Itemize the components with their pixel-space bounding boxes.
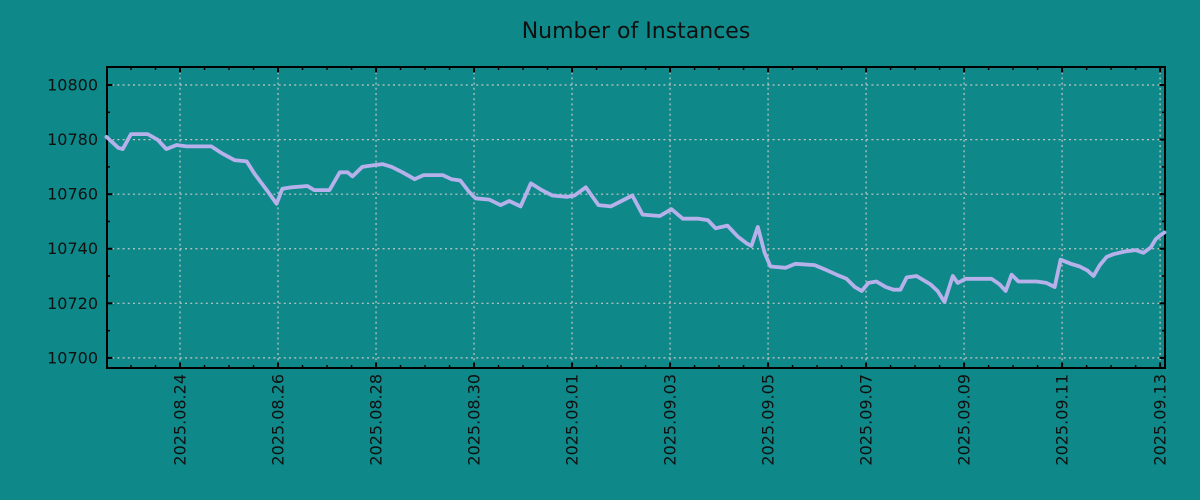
x-tick-label: 2025.09.05: [759, 374, 778, 466]
y-tick-label: 10720: [47, 294, 98, 313]
x-tick-label: 2025.09.11: [1053, 374, 1072, 466]
x-tick-label: 2025.09.03: [661, 374, 680, 466]
y-tick-label: 10740: [47, 239, 98, 258]
x-tick-label: 2025.09.07: [857, 374, 876, 466]
y-axis-labels: 10700 10720 10740 10760 10780 10800: [47, 76, 98, 368]
y-tick-label: 10780: [47, 130, 98, 149]
chart-title: Number of Instances: [522, 19, 751, 44]
y-tick-label: 10760: [47, 185, 98, 204]
y-tick-label: 10800: [47, 76, 98, 95]
x-tick-label: 2025.09.09: [955, 374, 974, 466]
y-tick-label: 10700: [47, 348, 98, 367]
x-tick-label: 2025.08.26: [269, 374, 288, 466]
x-tick-label: 2025.09.01: [563, 374, 582, 466]
x-axis-labels: 2025.08.24 2025.08.26 2025.08.28 2025.08.30…: [171, 374, 1170, 466]
grid-lines: [107, 67, 1165, 368]
data-line: [104, 132, 1167, 304]
axes-frame: [106, 66, 1166, 369]
x-tick-label: 2025.08.28: [367, 374, 386, 466]
x-tick-label: 2025.08.24: [171, 374, 190, 466]
plot-border: [106, 66, 1166, 369]
x-tick-label: 2025.08.30: [465, 374, 484, 466]
series-number-of-instances: [104, 132, 1167, 304]
x-tick-label: 2025.09.13: [1151, 374, 1170, 466]
